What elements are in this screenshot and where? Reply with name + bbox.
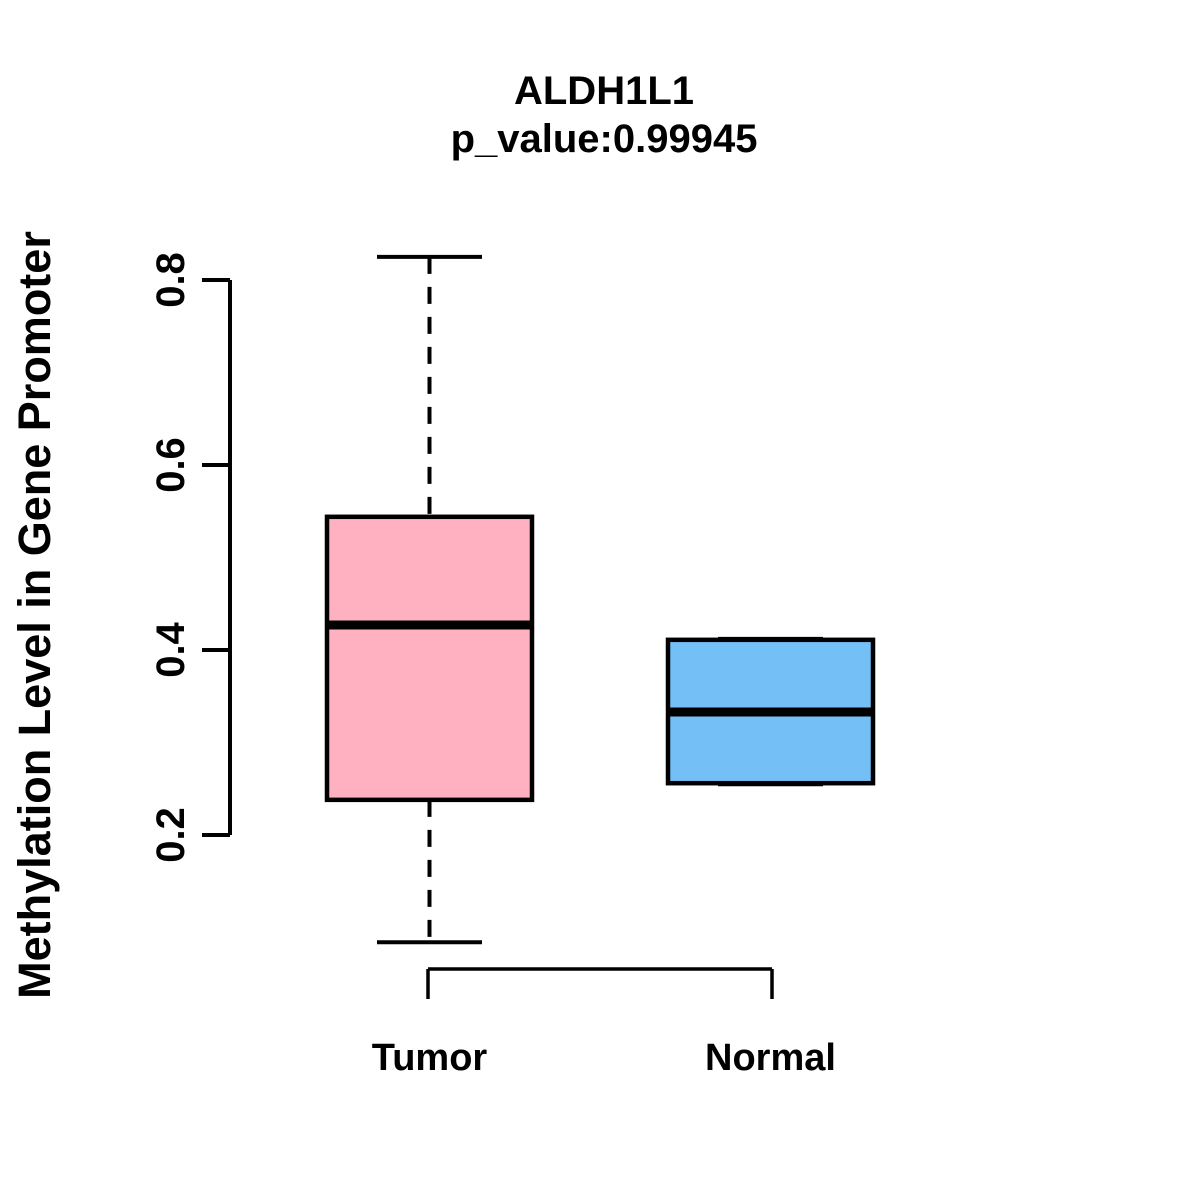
y-tick-label: 0.4 xyxy=(149,621,193,677)
plot-layer: 0.2 0.4 0.6 0.8 Tumor Normal xyxy=(149,252,876,1079)
y-tick-label: 0.6 xyxy=(149,437,193,493)
y-tick-label: 0.2 xyxy=(149,807,193,863)
y-axis-label: Methylation Level in Gene Promoter xyxy=(9,231,60,999)
y-tick-label: 0.8 xyxy=(149,252,193,308)
chart-subtitle: p_value:0.99945 xyxy=(451,117,758,161)
tumor-box xyxy=(324,514,535,803)
x-category-label-normal: Normal xyxy=(705,1037,836,1079)
chart-title: ALDH1L1 xyxy=(514,69,694,113)
x-category-label-tumor: Tumor xyxy=(372,1037,488,1079)
